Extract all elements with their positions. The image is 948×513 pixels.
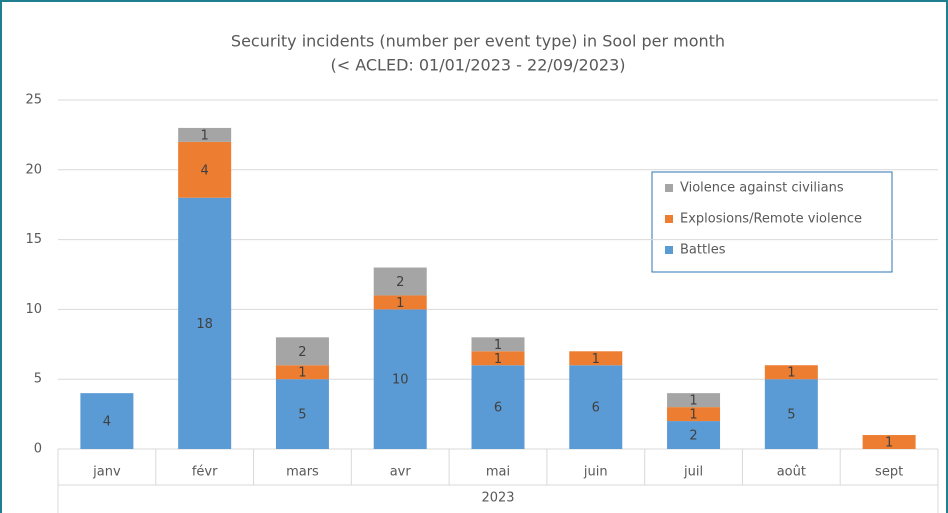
data-label: 5 [298, 408, 306, 423]
x-tick-label: mai [486, 465, 510, 480]
bar-segment [275, 379, 329, 449]
bar-segment [471, 365, 525, 449]
data-label: 4 [201, 163, 209, 178]
legend-label: Violence against civilians [680, 181, 844, 196]
data-label: 10 [392, 373, 409, 388]
bar-segment [178, 141, 232, 198]
bar-segment [178, 127, 232, 142]
x-tick-label: mars [286, 465, 319, 480]
legend-swatch [665, 184, 673, 192]
y-tick-label: 5 [34, 372, 42, 387]
x-tick-label: janv [92, 465, 121, 480]
x-tick-label: sept [875, 465, 903, 480]
data-label: 2 [689, 429, 697, 444]
chart-title: Security incidents (number per event typ… [231, 32, 725, 51]
y-tick-label: 20 [25, 162, 42, 177]
bar-segment [471, 351, 525, 366]
bar-segment [471, 337, 525, 352]
y-tick-label: 15 [25, 232, 42, 247]
chart-subtitle: (< ACLED: 01/01/2023 - 22/09/2023) [330, 56, 625, 75]
bar-segment [667, 393, 721, 408]
y-tick-label: 0 [34, 442, 42, 457]
data-label: 1 [494, 352, 502, 367]
bar-segment [862, 435, 916, 449]
data-label: 5 [787, 408, 795, 423]
data-label: 1 [494, 338, 502, 353]
y-tick-label: 25 [25, 93, 42, 108]
bar-segment [667, 421, 721, 449]
bar-segment [569, 365, 623, 449]
bar-segment [275, 365, 329, 380]
data-label: 18 [196, 317, 213, 332]
legend-box [651, 171, 893, 273]
bar-segment [373, 309, 427, 449]
bar-segment [667, 407, 721, 422]
data-label: 1 [592, 352, 600, 367]
data-label: 1 [787, 366, 795, 381]
bar-segment [569, 351, 623, 366]
bar-segment [764, 365, 818, 380]
bar-segment [373, 267, 427, 296]
data-label: 1 [201, 128, 209, 143]
x-tick-label: juin [583, 465, 608, 480]
data-label: 2 [298, 345, 306, 360]
data-label: 1 [689, 394, 697, 409]
data-label: 6 [592, 401, 600, 416]
data-label: 1 [396, 296, 404, 311]
data-label: 1 [298, 366, 306, 381]
bar-segment [764, 379, 818, 449]
data-label: 1 [885, 436, 893, 451]
bar-segment [80, 393, 134, 449]
data-label: 6 [494, 401, 502, 416]
bar-segment [275, 337, 329, 366]
legend-swatch [665, 246, 673, 254]
legend-swatch [665, 215, 673, 223]
y-tick-label: 10 [25, 302, 42, 317]
bar-segment [373, 295, 427, 310]
x-tick-label: août [777, 465, 806, 480]
x-tick-label: juil [683, 465, 703, 480]
data-label: 2 [396, 275, 404, 290]
data-label: 4 [103, 415, 111, 430]
legend-label: Explosions/Remote violence [680, 212, 862, 227]
x-tick-label: févr [192, 465, 218, 480]
x-group-label: 2023 [481, 491, 514, 506]
x-tick-label: avr [390, 465, 412, 480]
legend-label: Battles [680, 243, 726, 258]
data-label: 1 [689, 408, 697, 423]
bar-segment [178, 197, 232, 449]
